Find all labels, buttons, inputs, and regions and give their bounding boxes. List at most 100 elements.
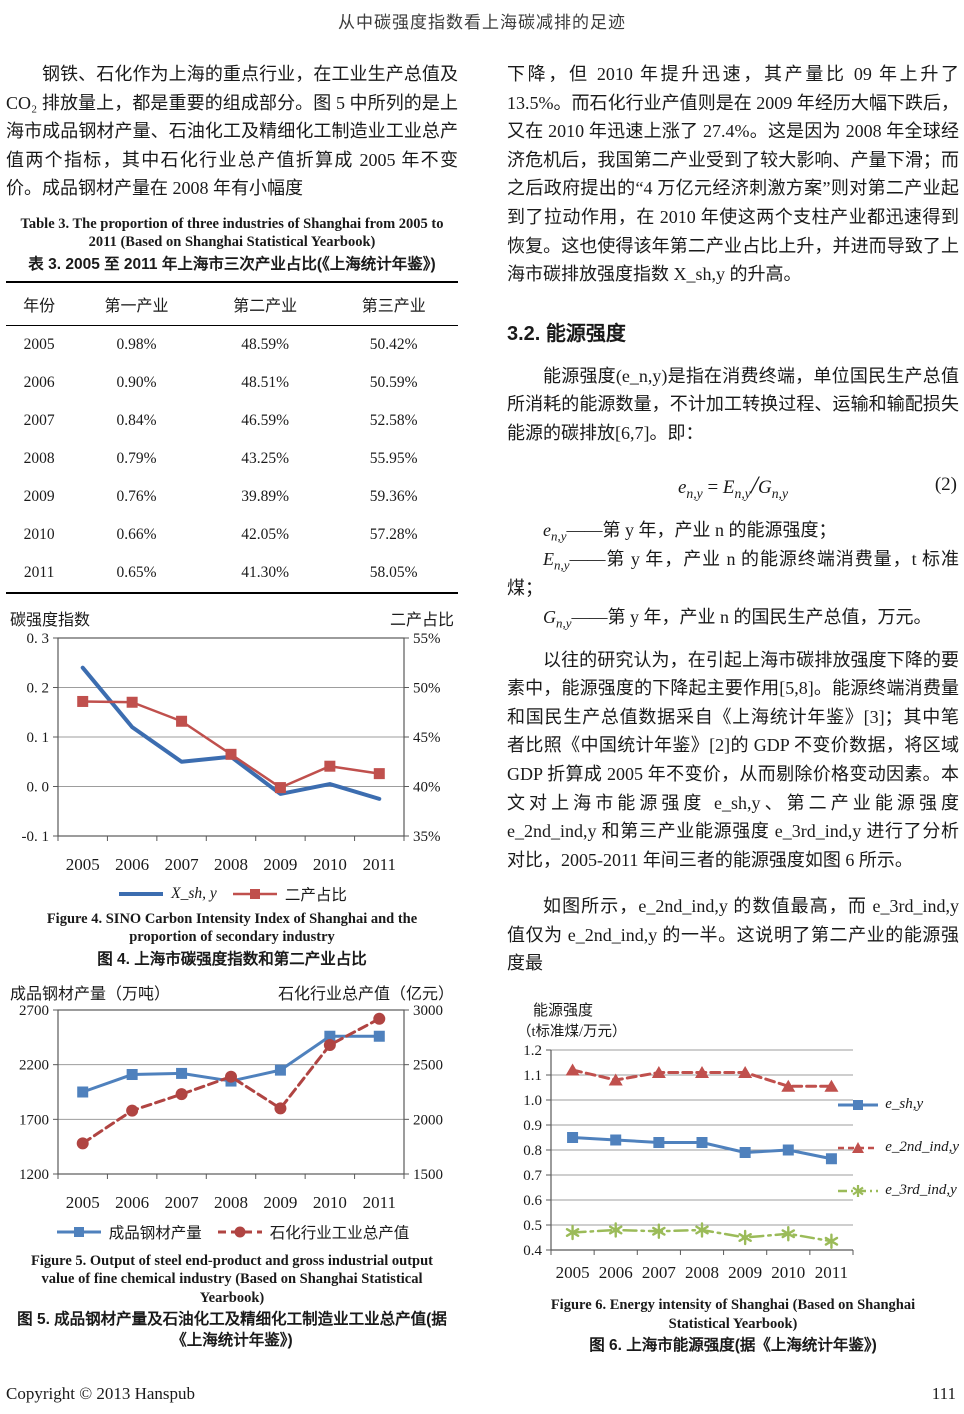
- fig4-legend-label-xshy: X_sh, y: [171, 884, 217, 902]
- svg-text:2007: 2007: [165, 855, 200, 874]
- table-cell: 0.84%: [116, 411, 157, 429]
- svg-text:1.1: 1.1: [523, 1068, 542, 1084]
- svg-text:0. 3: 0. 3: [27, 631, 50, 647]
- table-cell: 55.95%: [369, 449, 418, 467]
- paragraph-decline-recovery: 下降，但 2010 年提升迅速，其产量比 09 年上升了 13.5%。而石化行业…: [507, 64, 959, 285]
- eq-num-base: E: [722, 476, 735, 498]
- svg-text:40%: 40%: [413, 779, 441, 795]
- definitions: en,y——第 y 年，产业 n 的能源强度； En,y——第 y 年，产业 n …: [507, 516, 959, 632]
- fig4-left-axis-title: 碳强度指数: [10, 611, 91, 629]
- table-header-cell: 第三产业: [329, 281, 458, 326]
- fig4-legend-item-secondary: 二产占比: [231, 883, 347, 905]
- table-cell: 0.79%: [116, 449, 157, 467]
- fig6-legend-label-eshy: e_sh,y: [885, 1096, 924, 1113]
- svg-text:2010: 2010: [313, 855, 347, 874]
- fig6-legend-item-eshy: e_sh,y: [837, 1096, 959, 1113]
- eq-divide: /: [750, 469, 758, 499]
- fig4-legend-item-xshy: X_sh, y: [117, 885, 217, 903]
- svg-text:-0. 1: -0. 1: [22, 829, 50, 845]
- fig5-chart: 2700 3000 2200 2500 1700 2000 1200 1500 2005 2006…: [19, 1004, 443, 1212]
- svg-text:0.5: 0.5: [523, 1218, 542, 1234]
- figure5-caption-en: Figure 5. Output of steel end-product an…: [30, 1252, 434, 1306]
- section-heading-energy-intensity: 3.2. 能源强度: [507, 322, 626, 345]
- paragraph-energy-intensity-def: 能源强度(e_n,y)是指在消费终端，单位国民生产总值所消耗的能源数量，不计加工…: [507, 365, 959, 443]
- fig6-axis-title-line1: 能源强度: [533, 1003, 594, 1020]
- equation-2: en,y = En,y/Gn,y (2): [507, 470, 959, 500]
- table-cell: 52.58%: [369, 411, 418, 429]
- svg-text:1500: 1500: [413, 1167, 443, 1183]
- fig6-legend-item-e2nd: e_2nd_ind,y: [837, 1139, 959, 1156]
- fig5-right-axis-title: 石化行业总产值（亿元）: [277, 985, 454, 1003]
- table-cell: 2011: [23, 563, 55, 581]
- dashed-triangle-swatch-red-icon: [838, 1141, 879, 1153]
- table-cell: 0.98%: [116, 335, 157, 353]
- footer-copyright: Copyright © 2013 Hanspub: [6, 1384, 196, 1403]
- definition-line: En,y——第 y 年，产业 n 的能源终端消费量，t 标准煤；: [507, 548, 959, 598]
- table-cell: 0.65%: [116, 563, 157, 581]
- fig5-legend-item-steel: 成品钢材产量: [55, 1221, 202, 1243]
- table-cell: 2009: [23, 487, 55, 505]
- svg-text:2010: 2010: [771, 1263, 805, 1282]
- table3-caption-zh: 表 3. 2005 至 2011 年上海市三次产业占比(《上海统计年鉴》): [28, 255, 436, 273]
- table-cell: 46.59%: [241, 411, 290, 429]
- svg-text:2011: 2011: [363, 1193, 396, 1212]
- table-cell: 2008: [23, 449, 55, 467]
- footer-page-number: 111: [931, 1384, 956, 1403]
- fig5-legend: 成品钢材产量 石化行业工业总产值: [6, 1220, 458, 1244]
- svg-text:2011: 2011: [363, 855, 396, 874]
- paragraph-steel-petrochem: 钢铁、石化作为上海的重点行业，在工业生产总值及 CO₂ 排放量上，都是重要的组成…: [6, 64, 458, 199]
- svg-text:0.7: 0.7: [523, 1168, 542, 1184]
- figure6-caption-en: Figure 6. Energy intensity of Shanghai (…: [550, 1297, 916, 1332]
- table3-caption-en: Table 3. The proportion of three industr…: [20, 215, 444, 251]
- svg-text:1700: 1700: [19, 1112, 49, 1128]
- page-footer: Copyright © 2013 Hanspub 111: [6, 1384, 956, 1404]
- table-cell: 0.90%: [116, 373, 157, 391]
- svg-text:0. 1: 0. 1: [27, 730, 50, 746]
- svg-text:2005: 2005: [66, 855, 100, 874]
- svg-text:2006: 2006: [115, 855, 149, 874]
- table-cell: 2007: [23, 411, 55, 429]
- svg-text:2006: 2006: [599, 1263, 633, 1282]
- table-cell: 48.51%: [241, 373, 290, 391]
- table-cell: 58.05%: [369, 563, 418, 581]
- table-cell: 59.36%: [369, 487, 418, 505]
- svg-text:55%: 55%: [413, 631, 441, 647]
- figure4-caption-zh: 图 4. 上海市碳强度指数和第二产业占比: [97, 950, 367, 968]
- svg-text:0.8: 0.8: [523, 1143, 542, 1159]
- svg-text:45%: 45%: [413, 730, 441, 746]
- fig5-axis-titles: 成品钢材产量（万吨） 石化行业总产值（亿元）: [6, 980, 458, 1004]
- svg-text:0. 2: 0. 2: [27, 680, 50, 696]
- svg-text:0.4: 0.4: [523, 1243, 542, 1259]
- svg-text:1.2: 1.2: [523, 1043, 542, 1059]
- eq-lhs-base: e: [677, 476, 687, 498]
- figure5-caption: Figure 5. Output of steel end-product an…: [6, 1252, 458, 1352]
- svg-text:2007: 2007: [642, 1263, 677, 1282]
- page-header-title: 从中碳强度指数看上海碳减排的足迹: [338, 13, 626, 32]
- table-row: 2010 0.66% 42.05% 57.28%: [6, 516, 458, 554]
- svg-text:2005: 2005: [556, 1263, 590, 1282]
- svg-text:2009: 2009: [263, 1193, 297, 1212]
- table-row: 2011 0.65% 41.30% 58.05%: [6, 554, 458, 593]
- fig6-legend-item-e3rd: e_3rd_ind,y: [837, 1182, 959, 1199]
- paragraph-prior-research: 以往的研究认为，在引起上海市碳排放强度下降的要素中，能源强度的下降起主要作用[5…: [507, 649, 959, 870]
- fig6-legend-label-e2nd: e_2nd_ind,y: [885, 1139, 959, 1156]
- fig5-legend-label-petrochem: 石化行业工业总产值: [269, 1224, 410, 1242]
- left-column: 钢铁、石化作为上海的重点行业，在工业生产总值及 CO₂ 排放量上，都是重要的组成…: [6, 52, 458, 1351]
- table-cell: 2005: [23, 335, 55, 353]
- dashed-circle-swatch-red-icon: [217, 1226, 262, 1238]
- fig4-legend-label-secondary: 二产占比: [284, 886, 347, 904]
- fig6-legend-label-e3rd: e_3rd_ind,y: [885, 1182, 957, 1199]
- svg-text:2010: 2010: [313, 1193, 347, 1212]
- fig6-legend: e_sh,y e_2nd_ind,y e_3: [837, 1096, 959, 1199]
- svg-text:50%: 50%: [413, 680, 441, 696]
- eq-lhs-sub: n,y: [686, 485, 703, 501]
- figure5-block: 成品钢材产量（万吨） 石化行业总产值（亿元） 2700 3000 2200 2500 1…: [6, 980, 458, 1352]
- fig5-legend-item-petrochem: 石化行业工业总产值: [216, 1221, 410, 1243]
- svg-text:0. 0: 0. 0: [27, 779, 50, 795]
- svg-text:2500: 2500: [413, 1058, 443, 1074]
- svg-text:2009: 2009: [263, 855, 297, 874]
- svg-text:35%: 35%: [413, 829, 441, 845]
- table-header-row: 年份 第一产业 第二产业 第三产业: [6, 281, 458, 326]
- table3-caption: Table 3. The proportion of three industr…: [6, 215, 458, 275]
